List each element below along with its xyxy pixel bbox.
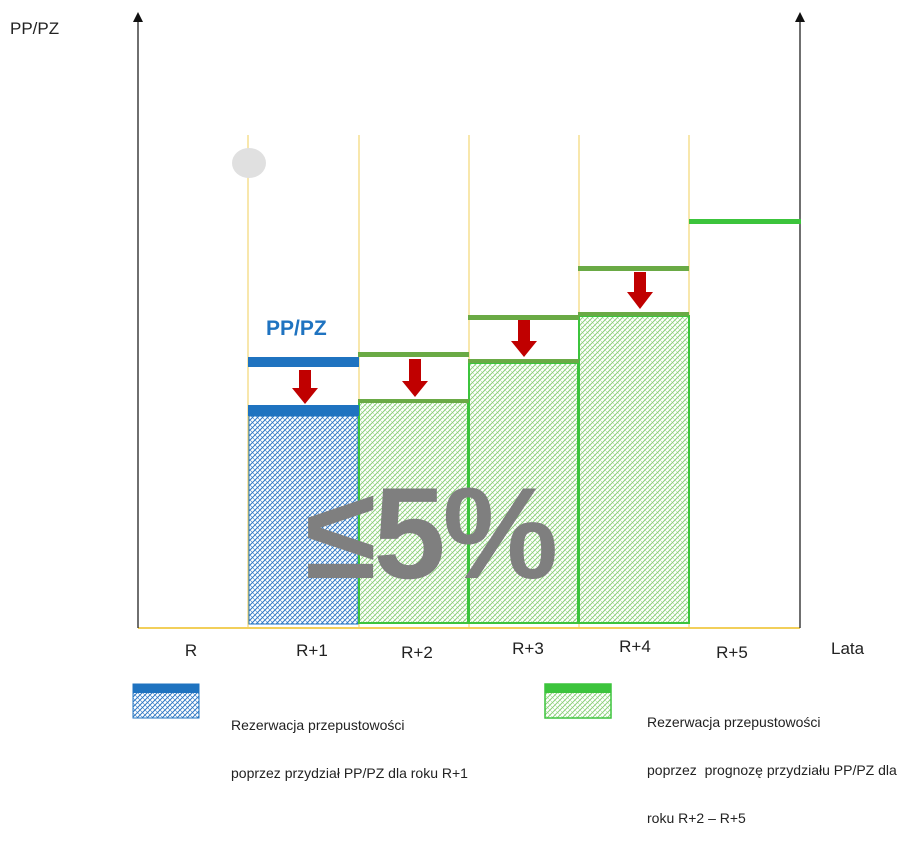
bar-r2 xyxy=(358,401,469,624)
capacity-line-r3 xyxy=(468,315,579,320)
legend-forecast-line1: Rezerwacja przepustowości xyxy=(647,714,821,730)
legend-forecast-line3: roku R+2 – R+5 xyxy=(647,810,746,826)
reserved-line-r2 xyxy=(358,399,469,403)
bar-r1 xyxy=(248,415,359,625)
percentage-label: ≤5% xyxy=(305,460,558,606)
capacity-label: PP/PZ xyxy=(266,317,327,340)
legend-swatch-allocation xyxy=(132,683,200,719)
reserved-line-r4 xyxy=(578,312,689,316)
legend-swatch-forecast xyxy=(544,683,612,719)
legend-forecast-line2: poprzez prognozę przydziału PP/PZ dla xyxy=(647,762,897,778)
capacity-line-r5 xyxy=(689,219,801,224)
down-arrow-icon xyxy=(627,272,653,309)
reserved-line-r1 xyxy=(248,405,359,416)
legend-allocation-line1: Rezerwacja przepustowości xyxy=(231,717,405,733)
x-axis-title: Lata xyxy=(831,639,865,658)
capacity-line-r1 xyxy=(248,357,359,367)
y-axis-title: PP/PZ xyxy=(10,19,60,38)
legend-allocation-text: Rezerwacja przepustowości poprzez przydz… xyxy=(231,685,468,797)
legend-allocation-line2: poprzez przydział PP/PZ dla roku R+1 xyxy=(231,765,468,781)
y-axis-right-arrowhead xyxy=(795,12,805,22)
year-label-r3: R+3 xyxy=(512,639,544,658)
year-label-r5: R+5 xyxy=(716,643,748,662)
diagram-canvas xyxy=(132,12,805,719)
year-label-r: R xyxy=(184,641,198,660)
capacity-line-r2 xyxy=(358,352,469,357)
down-arrow-icon xyxy=(511,320,537,357)
y-axis-left-arrowhead xyxy=(133,12,143,22)
reserved-line-r3 xyxy=(468,359,579,363)
down-arrow-icon xyxy=(292,370,318,404)
year-label-r4: R+4 xyxy=(619,637,651,656)
year-label-r1: R+1 xyxy=(296,641,328,660)
down-arrow-icon xyxy=(402,359,428,397)
bar-r4 xyxy=(578,315,690,624)
capacity-line-r4 xyxy=(578,266,689,271)
legend-forecast-text: Rezerwacja przepustowości poprzez progno… xyxy=(647,682,897,842)
grey-dot xyxy=(232,148,266,178)
year-label-r2: R+2 xyxy=(401,643,433,662)
